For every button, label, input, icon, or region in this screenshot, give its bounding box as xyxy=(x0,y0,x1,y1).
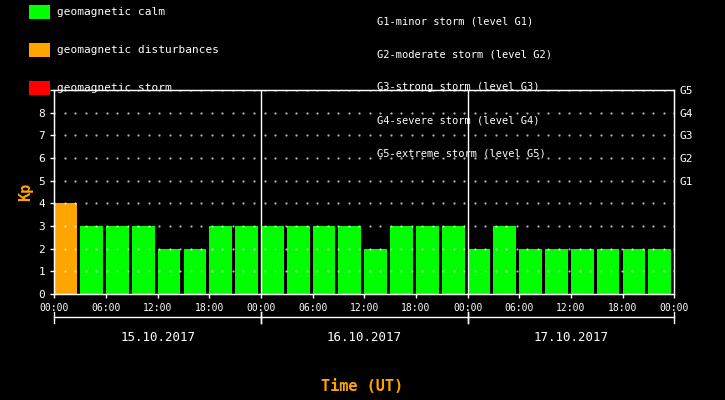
Text: G2-moderate storm (level G2): G2-moderate storm (level G2) xyxy=(377,49,552,59)
Bar xyxy=(571,249,594,294)
Bar xyxy=(648,249,671,294)
Bar xyxy=(416,226,439,294)
Text: geomagnetic storm: geomagnetic storm xyxy=(57,83,172,93)
Text: geomagnetic disturbances: geomagnetic disturbances xyxy=(57,45,219,55)
Bar xyxy=(519,249,542,294)
Bar xyxy=(54,203,77,294)
Bar xyxy=(132,226,154,294)
Text: G3-strong storm (level G3): G3-strong storm (level G3) xyxy=(377,82,539,92)
Bar xyxy=(623,249,645,294)
Y-axis label: Kp: Kp xyxy=(18,183,33,201)
Bar xyxy=(390,226,413,294)
Text: G5-extreme storm (level G5): G5-extreme storm (level G5) xyxy=(377,149,546,159)
Bar xyxy=(261,226,283,294)
Bar xyxy=(442,226,465,294)
Text: G1-minor storm (level G1): G1-minor storm (level G1) xyxy=(377,16,534,26)
Text: 17.10.2017: 17.10.2017 xyxy=(534,331,608,344)
Bar xyxy=(468,249,490,294)
Bar xyxy=(339,226,361,294)
Bar xyxy=(287,226,310,294)
Text: 15.10.2017: 15.10.2017 xyxy=(120,331,195,344)
Bar xyxy=(235,226,258,294)
Text: G4-severe storm (level G4): G4-severe storm (level G4) xyxy=(377,116,539,126)
Bar xyxy=(545,249,568,294)
Bar xyxy=(597,249,619,294)
Text: geomagnetic calm: geomagnetic calm xyxy=(57,7,165,17)
Bar xyxy=(210,226,232,294)
Text: Time (UT): Time (UT) xyxy=(321,379,404,394)
Bar xyxy=(494,226,516,294)
Bar xyxy=(312,226,336,294)
Bar xyxy=(80,226,103,294)
Bar xyxy=(106,226,129,294)
Bar xyxy=(364,249,387,294)
Text: 16.10.2017: 16.10.2017 xyxy=(327,331,402,344)
Bar xyxy=(183,249,206,294)
Bar xyxy=(157,249,181,294)
